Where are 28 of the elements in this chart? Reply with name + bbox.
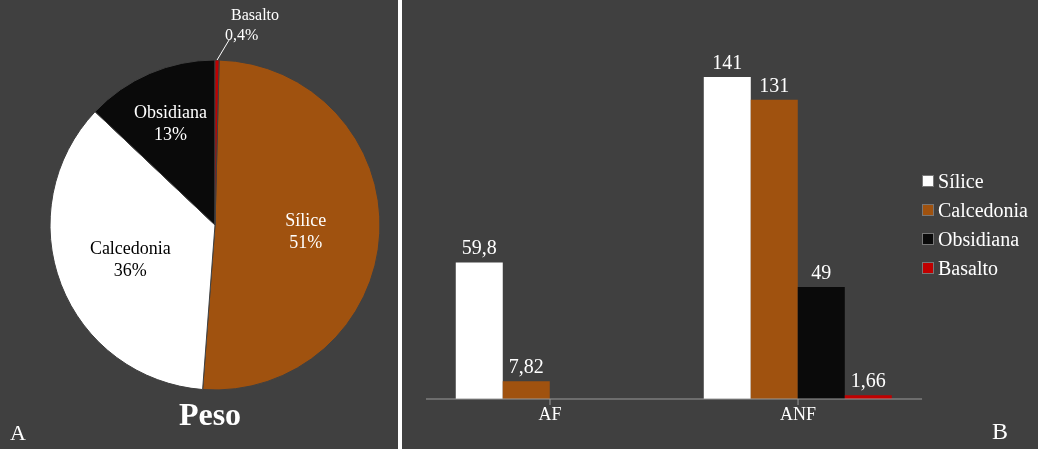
legend-label: Calcedonia	[937, 198, 1028, 222]
data-label: 141	[712, 51, 743, 73]
data-label: 131	[759, 73, 790, 96]
text: B	[992, 418, 1009, 445]
bar	[797, 287, 845, 399]
bar	[502, 381, 550, 399]
data-label: 0,4%	[225, 26, 259, 44]
legend-label: Obsidiana	[937, 227, 1021, 251]
x-tick-label: ANF	[780, 403, 817, 424]
data-label: 1,66	[850, 369, 886, 392]
slice-label: Calcedonia	[89, 238, 171, 259]
legend-label: Sílice	[937, 169, 985, 193]
x-tick-label: AF	[538, 403, 562, 424]
slice-label: Basalto	[231, 6, 280, 24]
data-label: 51%	[289, 231, 323, 252]
data-label: 36%	[113, 259, 147, 280]
slice-label: Obsidiana	[134, 102, 208, 123]
text: A	[10, 420, 26, 446]
bar	[455, 262, 503, 399]
data-label: 7,82	[508, 355, 544, 378]
bar	[703, 77, 751, 399]
bar	[750, 99, 798, 399]
data-label: 13%	[154, 123, 188, 144]
data-label: 49	[811, 261, 832, 284]
text: Peso	[178, 396, 242, 432]
slice-label: Sílice	[285, 209, 327, 230]
legend-label: Basalto	[937, 256, 1000, 280]
data-label: 59,8	[461, 236, 497, 259]
